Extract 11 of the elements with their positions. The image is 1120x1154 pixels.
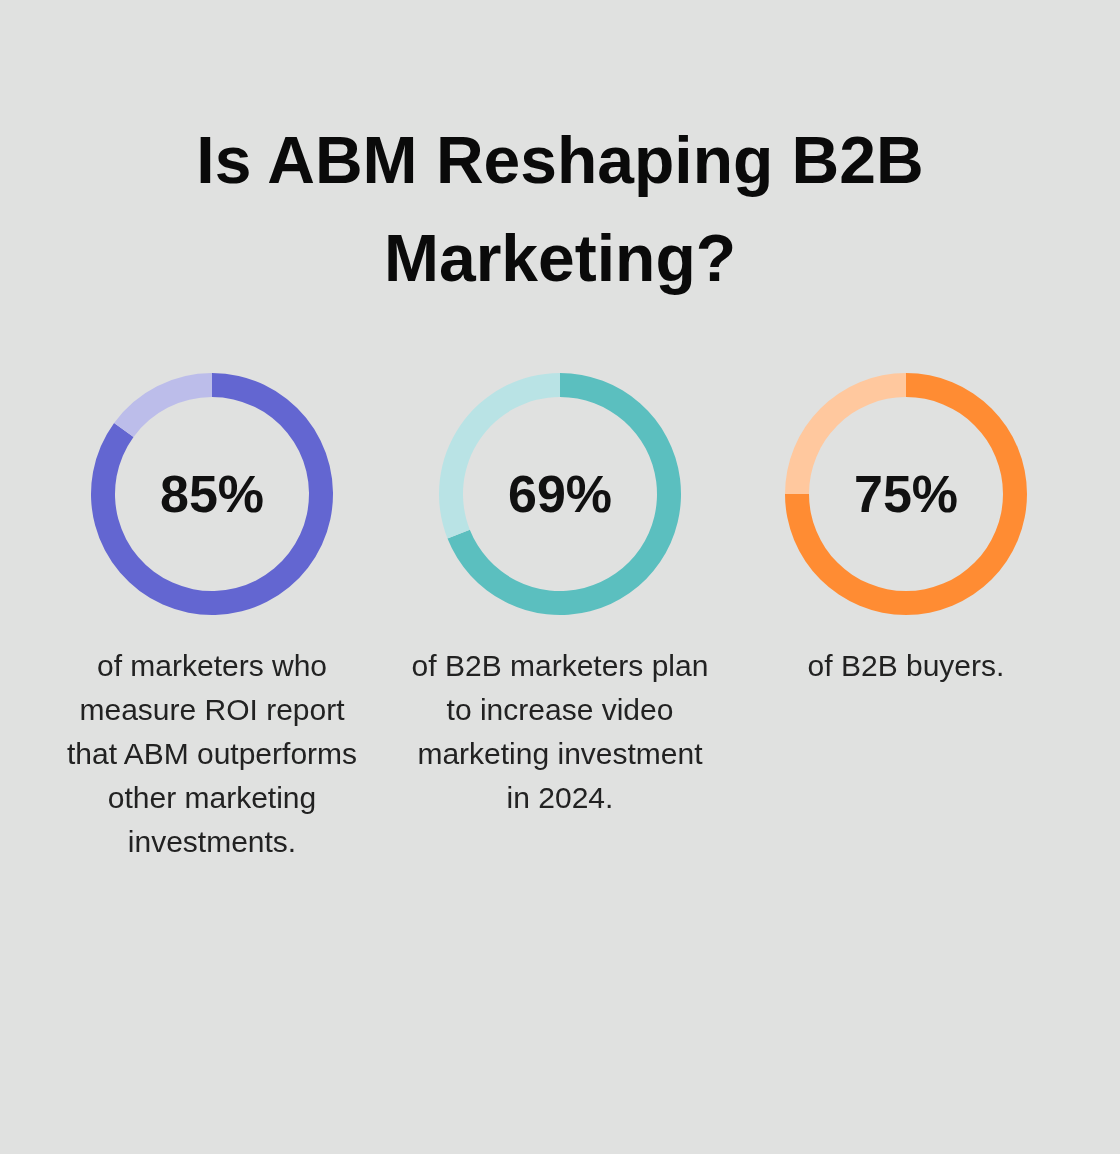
text: Is ABM Reshaping B2B Marketing? xyxy=(196,123,924,295)
text: of B2B marketers plan to increase video marketing investment in 2024. xyxy=(411,649,709,814)
donut-slice xyxy=(447,373,681,615)
donut-slice xyxy=(91,373,333,615)
text: of B2B buyers. xyxy=(807,649,1005,682)
data-label: 69% xyxy=(507,465,613,524)
donut-slice xyxy=(114,373,212,437)
data-label: 75% xyxy=(853,465,959,524)
text: of marketers who measure ROI report that ABM outperforms other marketing investments. xyxy=(66,649,358,858)
donut-slice xyxy=(785,373,1027,615)
data-label: 85% xyxy=(159,465,265,524)
